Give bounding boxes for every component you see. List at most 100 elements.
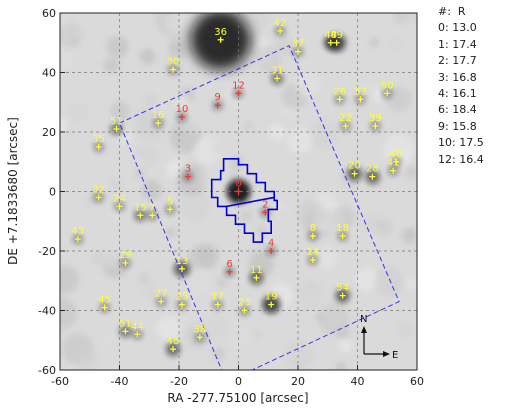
source-9: 9 — [214, 92, 221, 109]
sky-texture-blob — [142, 284, 157, 299]
legend-row: 0: 13.0 — [438, 21, 477, 35]
source-38: 38 — [193, 324, 206, 341]
source-42: 42 — [274, 18, 287, 34]
legend-row: 9: 15.8 — [438, 119, 477, 133]
sky-background — [60, 13, 417, 370]
legend-row: 2: 17.7 — [438, 54, 477, 68]
sky-texture-blob — [60, 265, 79, 294]
sky-texture-blob — [164, 13, 185, 34]
source-label: 44 — [131, 321, 144, 332]
x-tick-label: -20 — [170, 375, 188, 388]
legend-row: 12: 16.4 — [438, 152, 484, 166]
compass-north-label: N — [360, 314, 367, 325]
x-tick-label: -40 — [111, 375, 129, 388]
sky-texture-blob — [295, 279, 326, 310]
source-19: 19 — [265, 292, 278, 308]
sky-texture-blob — [179, 190, 210, 221]
source-16: 16 — [152, 110, 165, 127]
x-tick-label: -60 — [51, 375, 69, 388]
sky-texture-blob — [290, 183, 302, 194]
source-label: 48 — [167, 336, 180, 347]
source-22: 22 — [339, 113, 352, 130]
source-label: 49 — [330, 30, 343, 41]
sky-texture-blob — [305, 281, 316, 292]
sky-texture-blob — [239, 209, 253, 223]
sky-texture-blob — [405, 165, 417, 179]
source-4: 4 — [268, 238, 274, 254]
sky-texture-blob — [388, 36, 405, 54]
legend-row: 6: 18.4 — [438, 103, 477, 117]
sky-texture-blob — [336, 325, 351, 341]
sky-texture-blob — [386, 86, 412, 112]
sky-texture-blob — [186, 267, 214, 295]
sky-texture-blob — [308, 118, 339, 149]
source-label: 18 — [336, 223, 349, 234]
compass-east-label: E — [392, 350, 398, 361]
source-label: 10 — [176, 104, 189, 115]
sky-texture-blob — [101, 327, 123, 349]
sky-texture-blob — [85, 151, 97, 163]
source-11: 11 — [250, 265, 263, 281]
source-label: 17 — [211, 292, 224, 303]
source-label: 4 — [268, 238, 274, 249]
sky-texture-blob — [284, 341, 314, 370]
legend-header: #: R — [438, 5, 466, 18]
source-label: 30 — [167, 57, 180, 68]
sky-texture-blob — [187, 245, 214, 271]
source-label: 32 — [92, 184, 105, 195]
source-44: 44 — [131, 321, 144, 338]
sky-texture-blob — [350, 308, 363, 320]
source-label: 38 — [193, 324, 206, 335]
source-29: 29 — [119, 250, 132, 266]
source-51: 51 — [110, 116, 123, 133]
source-label: 42 — [274, 18, 287, 29]
source-label: 28 — [366, 164, 379, 175]
source-50: 50 — [381, 80, 394, 97]
sky-texture-blob — [211, 142, 224, 154]
source-33: 33 — [354, 86, 367, 103]
source-label: 13 — [176, 256, 189, 267]
sky-texture-blob — [176, 104, 208, 136]
sky-texture-blob — [315, 246, 338, 270]
source-43: 43 — [71, 226, 84, 243]
source-24: 24 — [113, 193, 126, 210]
sky-texture-blob — [135, 147, 145, 157]
source-28: 28 — [366, 164, 379, 180]
source-label: 25 — [176, 292, 189, 303]
sky-texture-blob — [355, 268, 379, 292]
legend-row: 10: 17.5 — [438, 136, 484, 150]
sky-texture-blob — [217, 278, 227, 289]
sky-texture-blob — [139, 48, 156, 65]
source-label: 33 — [354, 86, 367, 97]
sky-texture-blob — [297, 198, 326, 227]
source-10: 10 — [176, 104, 189, 121]
sky-texture-blob — [315, 312, 325, 322]
sky-texture-blob — [412, 13, 417, 23]
source-label: 15 — [134, 202, 147, 213]
source-label: 41 — [387, 158, 400, 169]
sky-texture-blob — [91, 252, 104, 265]
compass-north-arrowhead — [361, 326, 367, 333]
sky-texture-blob — [375, 218, 393, 236]
source-7: 7 — [149, 202, 155, 219]
source-label: 51 — [110, 116, 123, 127]
source-27: 27 — [155, 289, 168, 305]
source-48: 48 — [324, 30, 337, 46]
sky-texture-blob — [253, 48, 272, 66]
sky-texture-blob — [108, 177, 124, 194]
source-37: 37 — [292, 39, 304, 55]
source-label: 35 — [92, 134, 105, 145]
sky-texture-blob — [252, 329, 263, 340]
source-label: 14 — [307, 247, 320, 258]
sky-texture-blob — [141, 179, 163, 201]
source-25: 25 — [176, 292, 189, 308]
source-36: 36 — [214, 27, 227, 43]
sky-texture-blob — [134, 168, 146, 179]
source-label: 19 — [265, 292, 278, 303]
source-30: 30 — [167, 57, 180, 73]
field-of-view-outline — [118, 45, 400, 370]
source-18: 18 — [336, 223, 349, 240]
legend-row: 3: 16.8 — [438, 70, 477, 84]
